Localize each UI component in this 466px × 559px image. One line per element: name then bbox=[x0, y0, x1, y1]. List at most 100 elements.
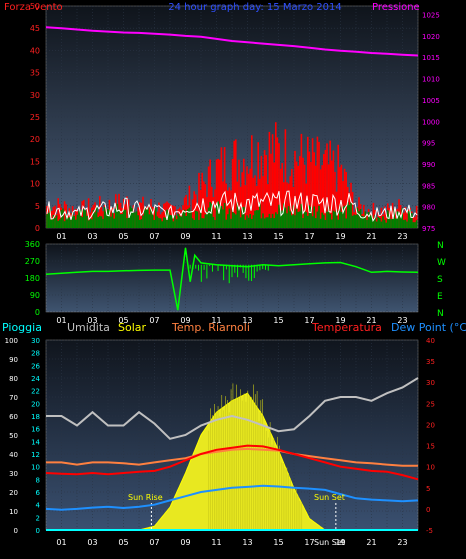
humidity-tick-10: 10 bbox=[9, 508, 18, 516]
dew-point-label: Dew Point (°C) bbox=[391, 321, 466, 334]
top-plot bbox=[45, 26, 419, 228]
temp-tick-10: 10 bbox=[426, 464, 435, 472]
temp-riarnoli-line bbox=[46, 447, 418, 467]
graph-title: 24 hour graph day: 15 Marzo 2014 bbox=[168, 2, 341, 13]
humidity-line bbox=[46, 377, 419, 440]
mid-hour-07: 07 bbox=[149, 316, 159, 325]
temp-tick-25: 25 bbox=[426, 400, 435, 408]
mid-hour-21: 21 bbox=[366, 316, 376, 325]
rain-tick-10: 10 bbox=[31, 464, 40, 472]
pressure-tick-995: 995 bbox=[422, 140, 435, 148]
temp-tick-15: 15 bbox=[426, 443, 435, 451]
bottom-hour-11: 11 bbox=[211, 538, 221, 547]
temp-tick-35: 35 bbox=[426, 358, 435, 366]
top-hour-01: 01 bbox=[56, 232, 66, 241]
mid-hour-05: 05 bbox=[118, 316, 128, 325]
compass-label-2: S bbox=[437, 275, 443, 285]
rain-tick-28: 28 bbox=[31, 350, 40, 358]
temp-riarnoli-label: Temp. Riarnoli bbox=[171, 321, 250, 334]
humidity-tick-50: 50 bbox=[9, 432, 18, 440]
humidity-tick-30: 30 bbox=[9, 470, 18, 478]
temp-tick-5: 5 bbox=[426, 485, 430, 493]
dew-point-line bbox=[45, 484, 419, 511]
mid-hour-01: 01 bbox=[56, 316, 66, 325]
rain-tick-4: 4 bbox=[36, 502, 41, 510]
direction-tick-90: 90 bbox=[30, 291, 40, 300]
mid-hour-17: 17 bbox=[304, 316, 314, 325]
temperature-line bbox=[45, 444, 419, 481]
mid-hour-15: 15 bbox=[273, 316, 283, 325]
mid-hour-09: 09 bbox=[180, 316, 190, 325]
pressure-tick-1015: 1015 bbox=[422, 54, 440, 62]
humidity-tick-100: 100 bbox=[5, 337, 18, 345]
top-hour-15: 15 bbox=[273, 232, 283, 241]
temp-tick-0: 0 bbox=[426, 506, 430, 514]
mid-hour-11: 11 bbox=[211, 316, 221, 325]
gust-line bbox=[46, 190, 418, 223]
top-hour-17: 17 bbox=[304, 232, 314, 241]
humidity-tick-40: 40 bbox=[9, 451, 18, 459]
sun-rise-label: Sun Rise bbox=[128, 493, 163, 502]
direction-line bbox=[45, 247, 419, 311]
pioggia-label: Pioggia bbox=[2, 321, 42, 334]
bottom-hour-13: 13 bbox=[242, 538, 252, 547]
humidity-tick-70: 70 bbox=[9, 394, 18, 402]
direction-tick-180: 180 bbox=[25, 274, 40, 283]
rain-tick-20: 20 bbox=[31, 400, 40, 408]
bottom-hour-23: 23 bbox=[397, 538, 407, 547]
direction-tick-270: 270 bbox=[25, 257, 40, 266]
wind-tick-30: 30 bbox=[30, 91, 40, 100]
humidity-tick-20: 20 bbox=[9, 489, 18, 497]
pressure-tick-985: 985 bbox=[422, 182, 435, 190]
pressure-title: Pressione bbox=[372, 2, 420, 13]
wind-tick-10: 10 bbox=[30, 180, 40, 189]
wind-tick-0: 0 bbox=[35, 224, 40, 233]
top-hour-21: 21 bbox=[366, 232, 376, 241]
compass-label-0: N bbox=[437, 241, 444, 251]
wind-tick-40: 40 bbox=[30, 46, 40, 55]
rain-tick-12: 12 bbox=[31, 451, 40, 459]
wind-tick-25: 25 bbox=[30, 113, 40, 122]
top-hour-19: 19 bbox=[335, 232, 345, 241]
wind-tick-50: 50 bbox=[30, 2, 40, 11]
solar-label: Solar bbox=[118, 321, 147, 334]
bottom-hour-15: 15 bbox=[273, 538, 283, 547]
bottom-hour-01: 01 bbox=[56, 538, 66, 547]
humidity-tick-90: 90 bbox=[9, 356, 18, 364]
rain-tick-6: 6 bbox=[36, 489, 41, 497]
top-axes: 5045403530252015105010251020101510101005… bbox=[30, 2, 440, 241]
rain-tick-8: 8 bbox=[36, 476, 40, 484]
rain-tick-14: 14 bbox=[31, 438, 40, 446]
bottom-hour-17: 17 bbox=[304, 538, 314, 547]
direction-tick-360: 360 bbox=[25, 240, 40, 249]
temp-tick-30: 30 bbox=[426, 379, 435, 387]
pressure-tick-990: 990 bbox=[422, 161, 435, 169]
top-hour-09: 09 bbox=[180, 232, 190, 241]
sun-set-label: Sun Set bbox=[314, 493, 345, 502]
pressure-tick-1005: 1005 bbox=[422, 97, 440, 105]
sun-set-label-bottom: Sun Set bbox=[314, 538, 345, 547]
temp-tick--5: -5 bbox=[426, 527, 433, 535]
umidita-label: Umidita bbox=[67, 321, 110, 334]
humidity-tick-0: 0 bbox=[14, 527, 18, 535]
bottom-hour-05: 05 bbox=[118, 538, 128, 547]
rain-tick-24: 24 bbox=[31, 375, 40, 383]
temp-tick-20: 20 bbox=[426, 421, 435, 429]
rain-tick-22: 22 bbox=[31, 388, 40, 396]
mid-hour-13: 13 bbox=[242, 316, 252, 325]
top-hour-13: 13 bbox=[242, 232, 252, 241]
top-hour-05: 05 bbox=[118, 232, 128, 241]
pressure-tick-1025: 1025 bbox=[422, 12, 440, 20]
bottom-hour-21: 21 bbox=[366, 538, 376, 547]
temp-tick-40: 40 bbox=[426, 337, 435, 345]
rain-tick-18: 18 bbox=[31, 413, 40, 421]
mid-plot bbox=[45, 247, 419, 311]
wind-tick-35: 35 bbox=[30, 69, 40, 78]
pressure-line bbox=[45, 26, 419, 57]
pressure-tick-975: 975 bbox=[422, 225, 435, 233]
compass-label-4: N bbox=[437, 309, 444, 319]
wind-title: Forza vento bbox=[4, 2, 63, 13]
rain-tick-0: 0 bbox=[36, 527, 40, 535]
